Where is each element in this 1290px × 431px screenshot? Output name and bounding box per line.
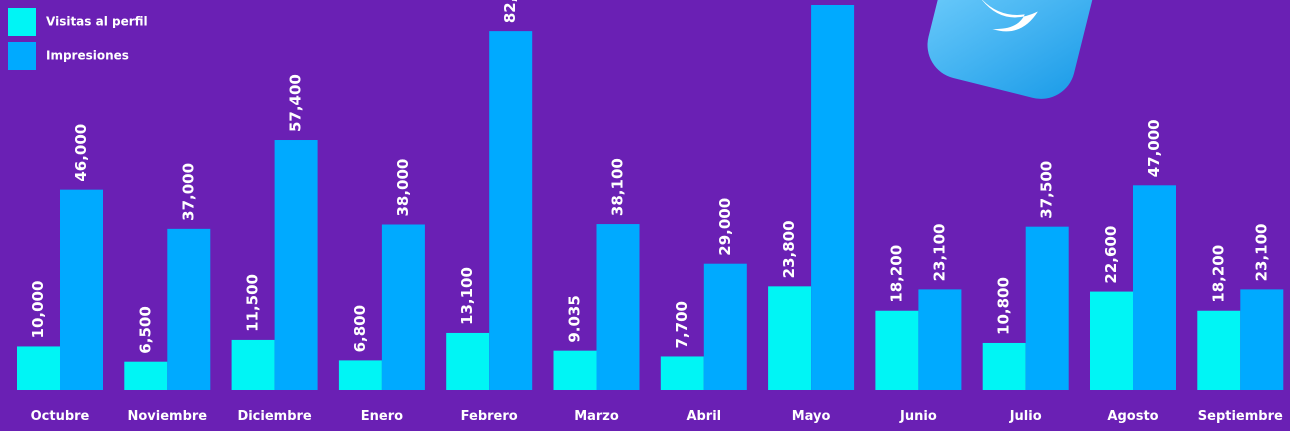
x-tick-label: Enero xyxy=(361,409,403,424)
value-label: 37,000 xyxy=(179,163,197,221)
x-tick-label: Mayo xyxy=(792,409,831,424)
bar xyxy=(17,346,60,390)
x-tick-label: Octubre xyxy=(31,409,90,424)
x-tick-label: Marzo xyxy=(574,409,619,424)
value-label: 6,800 xyxy=(351,305,369,352)
legend-label: Visitas al perfil xyxy=(46,15,148,29)
x-tick-label: Noviembre xyxy=(127,409,207,424)
value-label: 23,100 xyxy=(930,224,948,282)
value-label: 29,000 xyxy=(716,198,734,256)
x-tick-label: Septiembre xyxy=(1198,409,1283,424)
value-label: 18,200 xyxy=(887,245,905,303)
bar xyxy=(554,351,597,390)
value-label: 6,500 xyxy=(136,306,154,353)
bar xyxy=(1026,227,1069,390)
x-tick-label: Agosto xyxy=(1107,409,1158,424)
bar xyxy=(704,264,747,390)
bar xyxy=(275,140,318,390)
bar xyxy=(983,343,1026,390)
x-tick-label: Diciembre xyxy=(237,409,311,424)
bar xyxy=(1133,185,1176,390)
value-label: 10,000 xyxy=(29,281,47,339)
x-tick-label: Febrero xyxy=(461,409,518,424)
bar xyxy=(446,333,489,390)
x-tick-label: Junio xyxy=(899,409,937,424)
bar xyxy=(661,356,704,390)
bar xyxy=(232,340,275,390)
value-label: 57,400 xyxy=(287,74,305,132)
value-label: 7,700 xyxy=(673,301,691,348)
chart: 10,000 46,000 Octubre 6,500 37,000 Noviembre 1… xyxy=(0,0,1290,431)
value-label: 23,100 xyxy=(1252,224,1270,282)
value-label: 18,200 xyxy=(1209,245,1227,303)
x-tick-label: Julio xyxy=(1009,409,1042,424)
bar xyxy=(489,31,532,390)
bar xyxy=(1240,289,1283,390)
value-label: 11,500 xyxy=(244,274,262,332)
legend-label: Impresiones xyxy=(46,49,129,63)
bar xyxy=(167,229,210,390)
bar xyxy=(875,311,918,390)
value-label: 22,600 xyxy=(1102,226,1120,284)
value-label: 38,100 xyxy=(609,158,627,216)
bar xyxy=(918,289,961,390)
twitter-icon xyxy=(920,0,1102,106)
bar xyxy=(597,224,640,390)
bar xyxy=(811,5,854,390)
bar xyxy=(1090,292,1133,390)
legend-swatch xyxy=(8,42,36,70)
bar xyxy=(339,360,382,390)
value-label: 23,800 xyxy=(780,220,798,278)
value-label: 10,800 xyxy=(995,277,1013,335)
value-label: 13,100 xyxy=(458,267,476,325)
bar xyxy=(768,286,811,390)
bar xyxy=(124,362,167,390)
value-label: 82,400 xyxy=(501,0,519,23)
value-label: 38,000 xyxy=(394,159,412,217)
legend-swatch xyxy=(8,8,36,36)
value-label: 9.035 xyxy=(566,295,584,342)
value-label: 47,000 xyxy=(1145,119,1163,177)
bar xyxy=(1197,311,1240,390)
value-label: 37,500 xyxy=(1038,161,1056,219)
bar xyxy=(382,225,425,390)
value-label: 46,000 xyxy=(72,124,90,182)
bar xyxy=(60,190,103,390)
x-tick-label: Abril xyxy=(686,409,721,424)
